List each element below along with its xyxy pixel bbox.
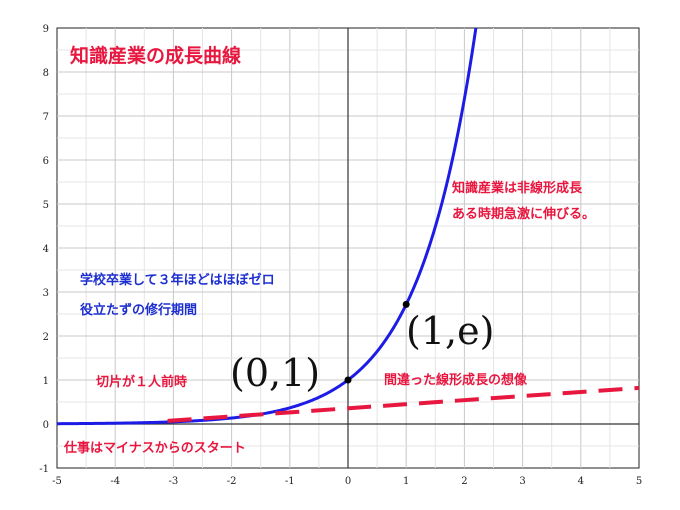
y-tick-label: 6 <box>43 156 49 167</box>
annotation-training-2: 役立たずの修行期間 <box>80 302 197 318</box>
y-tick-label: 1 <box>43 376 49 387</box>
x-tick-label: 5 <box>636 476 642 487</box>
y-tick-label: 3 <box>43 288 49 299</box>
y-tick-label: 8 <box>43 68 49 79</box>
x-tick-label: -5 <box>52 476 62 487</box>
annotation-start: 仕事はマイナスからのスタート <box>63 440 246 456</box>
x-tick-label: -2 <box>227 476 237 487</box>
y-tick-label: 7 <box>43 112 49 123</box>
x-tick-label: 0 <box>345 476 351 487</box>
x-tick-label: 1 <box>403 476 409 487</box>
point-label-0-1: (0,1) <box>230 351 320 395</box>
axes <box>57 28 639 468</box>
y-tick-label: -1 <box>39 464 49 475</box>
chart-title: 知識産業の成長曲線 <box>70 44 241 67</box>
points-layer <box>344 300 410 384</box>
x-tick-label: 2 <box>461 476 467 487</box>
annotation-nonlinear-2: ある時期急激に伸びる。 <box>452 206 595 222</box>
y-tick-label: 9 <box>43 24 49 35</box>
annotation-training-1: 学校卒業して３年ほどはほぼゼロ <box>80 272 275 288</box>
y-tick-label: 4 <box>43 244 49 255</box>
tick-labels: -5 -4 -3 -2 -1 0 1 2 3 4 5 -1 0 1 2 3 4 5 6 7 8 9 <box>39 24 642 487</box>
annotation-wrong-linear: 間違った線形成長の想像 <box>384 372 528 388</box>
point-label-1-e: (1,e) <box>406 309 494 353</box>
y-tick-label: 0 <box>43 420 49 431</box>
point-1-e <box>402 300 410 308</box>
x-tick-label: 3 <box>519 476 525 487</box>
annotation-fullfledged: 切片が１人前時 <box>96 374 187 390</box>
y-tick-label: 5 <box>43 200 49 211</box>
point-0-1 <box>344 376 352 384</box>
x-tick-label: -1 <box>285 476 295 487</box>
x-tick-label: -4 <box>110 476 120 487</box>
y-tick-label: 2 <box>43 332 49 343</box>
annotation-nonlinear-1: 知識産業は非線形成長 <box>452 180 583 196</box>
linear-growth-dashed-line <box>167 385 639 423</box>
x-tick-label: -3 <box>169 476 179 487</box>
x-tick-label: 4 <box>578 476 584 487</box>
